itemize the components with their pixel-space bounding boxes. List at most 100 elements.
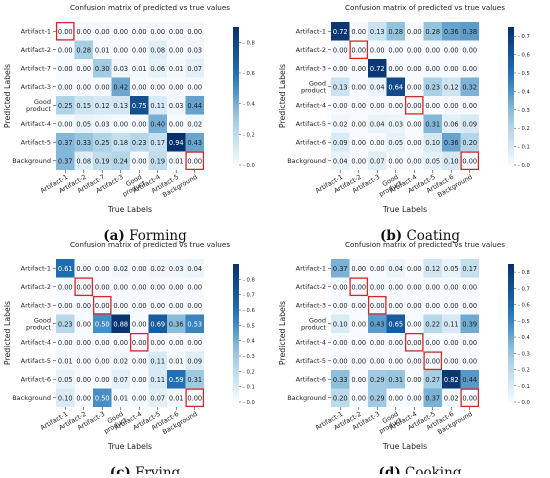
cell-value-label: 0.00: [462, 102, 477, 110]
heatmap-cell: [442, 133, 461, 152]
cell-value-label: 0.10: [425, 139, 440, 147]
cell-value-label: 0.61: [58, 265, 73, 273]
cell-value-label: 0.31: [187, 376, 202, 384]
heatmap-cell: [185, 22, 204, 41]
cell-value-label: 0.00: [425, 339, 440, 347]
heatmap-cell: [460, 259, 479, 278]
heatmap-cell: [56, 114, 75, 133]
x-axis-label: True Labels: [107, 205, 152, 214]
heatmap-cell: [423, 259, 442, 278]
y-axis-label: Predicted Labels: [3, 64, 12, 128]
cell-value-label: 0.00: [113, 28, 128, 36]
cell-value-label: 0.25: [95, 139, 110, 147]
y-tick-label: Artifact-3: [296, 65, 326, 73]
y-tick-label: Background: [287, 394, 326, 402]
cell-value-label: 0.00: [187, 339, 202, 347]
cell-value-label: 0.00: [444, 357, 459, 365]
heatmap-cell: [185, 296, 204, 315]
cell-value-label: 0.00: [462, 65, 477, 73]
colorbar-tick-label: - 0.2: [243, 369, 255, 375]
cell-value-label: 0.04: [187, 265, 202, 273]
heatmap-cell: [405, 296, 424, 315]
cell-value-label: 0.13: [113, 102, 128, 110]
cell-value-label: 0.00: [58, 28, 73, 36]
heatmap-cell: [111, 40, 130, 59]
cell-value-label: 0.59: [169, 376, 184, 384]
cell-value-label: 0.03: [169, 265, 184, 273]
heatmap-cell: [93, 351, 112, 370]
heatmap-cell: [331, 314, 350, 333]
heatmap-cell: [167, 370, 186, 389]
cell-value-label: 0.37: [333, 265, 348, 273]
cell-value-label: 0.00: [76, 376, 91, 384]
heatmap-cell: [349, 277, 368, 296]
y-tick-label: Artifact-4: [21, 120, 51, 128]
heatmap-cell: [423, 351, 442, 370]
heatmap-cell: [167, 333, 186, 352]
heatmap-cell: [442, 114, 461, 133]
heatmap-cell: [460, 40, 479, 59]
cell-value-label: 0.12: [95, 102, 110, 110]
highlight-box: [55, 21, 75, 41]
heatmap-cell: [111, 133, 130, 152]
heatmap-cell: [148, 151, 167, 170]
cell-value-label: 0.00: [150, 283, 165, 291]
cell-value-label: 0.00: [333, 102, 348, 110]
y-tick-label: Good product: [301, 80, 326, 95]
colorbar-tick-label: - 0.7: [518, 34, 530, 40]
cell-value-label: 0.37: [425, 394, 440, 402]
heatmap-cell: [405, 388, 424, 407]
heatmap-cell: [331, 22, 350, 41]
cell-value-label: 0.00: [388, 394, 403, 402]
colorbar-tick-label: - 0.1: [518, 145, 530, 151]
cell-value-label: 0.01: [95, 46, 110, 54]
cell-value-label: 0.37: [58, 157, 73, 165]
cell-value-label: 0.00: [388, 283, 403, 291]
heatmap-cell: [405, 114, 424, 133]
heatmap-cell: [148, 314, 167, 333]
cell-value-label: 0.00: [351, 394, 366, 402]
cell-value-label: 0.33: [333, 376, 348, 384]
cell-value-label: 0.00: [333, 357, 348, 365]
cell-value-label: 0.00: [58, 83, 73, 91]
heatmap-cell: [423, 59, 442, 78]
y-tick-label: Artifact-5: [21, 139, 51, 147]
cell-value-label: 0.00: [407, 265, 422, 273]
heatmap-cell: [331, 40, 350, 59]
heatmap-cell: [349, 151, 368, 170]
heatmap-cell: [405, 59, 424, 78]
heatmap-cell: [111, 59, 130, 78]
heatmap-cell: [442, 22, 461, 41]
cell-value-label: 0.00: [132, 302, 147, 310]
cell-value-label: 0.00: [169, 302, 184, 310]
colorbar: [233, 27, 239, 165]
heatmap-cell: [423, 370, 442, 389]
heatmap-cell: [368, 22, 387, 41]
heatmap-cell: [368, 277, 387, 296]
heatmap-cell: [368, 259, 387, 278]
heatmap-cell: [349, 333, 368, 352]
heatmap-cell: [167, 114, 186, 133]
cell-value-label: 0.00: [76, 357, 91, 365]
heatmap-cell: [148, 277, 167, 296]
cell-value-label: 0.00: [425, 102, 440, 110]
heatmap-cell: [56, 77, 75, 96]
cell-value-label: 0.00: [187, 157, 202, 165]
cell-value-label: 0.00: [58, 283, 73, 291]
heatmap-cell: [111, 114, 130, 133]
heatmap-cell: [331, 388, 350, 407]
cell-value-label: 0.05: [388, 139, 403, 147]
heatmap-cell: [386, 22, 405, 41]
heatmap-cell: [442, 370, 461, 389]
colorbar-tick-label: - 0.2: [518, 368, 530, 374]
heatmap-cell: [130, 370, 149, 389]
heatmap-cell: [167, 40, 186, 59]
cell-value-label: 0.00: [462, 302, 477, 310]
cell-value-label: 0.37: [58, 139, 73, 147]
cell-value-label: 0.00: [113, 339, 128, 347]
cell-value-label: 0.00: [351, 339, 366, 347]
heatmap-cell: [74, 114, 93, 133]
heatmap-cell: [349, 370, 368, 389]
heatmap-cell: [405, 370, 424, 389]
heatmap-panel: Confusion matrix of predicted vs true va…: [278, 3, 530, 244]
